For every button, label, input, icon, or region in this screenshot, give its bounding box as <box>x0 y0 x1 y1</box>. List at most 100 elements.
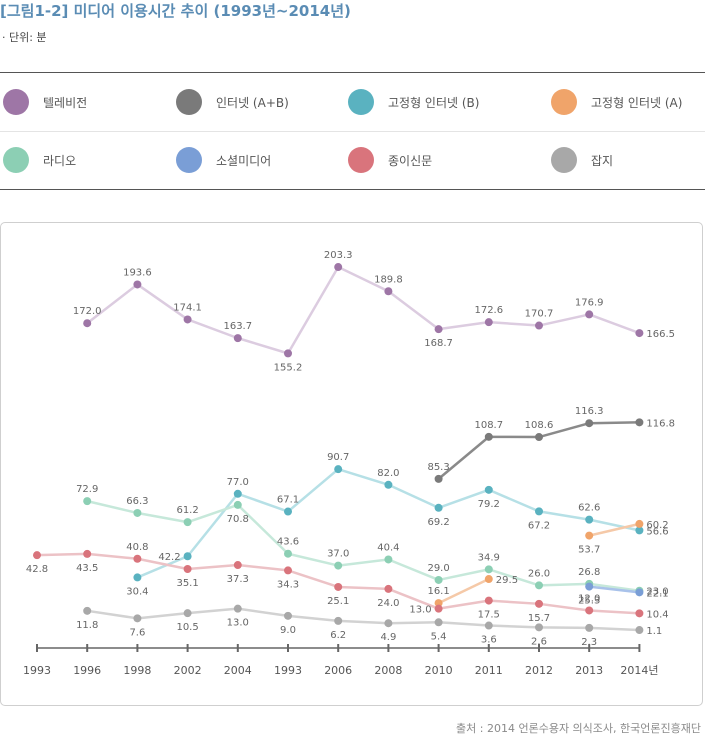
data-label: 4.9 <box>380 632 396 643</box>
data-point <box>635 588 644 597</box>
legend-item-tv: 텔레비전 <box>3 89 87 115</box>
legend-swatch-fixed-internet-b <box>348 89 374 115</box>
data-point <box>535 433 543 442</box>
x-tick-label: 2013 <box>575 664 603 677</box>
data-point <box>284 507 292 516</box>
data-label: 34.3 <box>277 579 299 590</box>
data-point <box>33 551 41 560</box>
legend-item-social-media: 소셜미디어 <box>176 147 271 173</box>
data-point <box>334 582 343 591</box>
data-point <box>183 552 192 561</box>
legend-label-social-media: 소셜미디어 <box>216 153 272 168</box>
data-label: 15.7 <box>528 613 550 624</box>
data-label: 174.1 <box>173 302 202 313</box>
data-label: 35.1 <box>176 578 198 589</box>
data-point <box>434 604 443 613</box>
legend-swatch-fixed-internet-a <box>551 89 577 115</box>
data-point <box>384 287 393 296</box>
data-point <box>434 618 443 627</box>
data-point <box>83 497 92 506</box>
x-tick-label: 2010 <box>425 664 453 677</box>
data-label: 108.6 <box>525 420 554 431</box>
data-label: 42.8 <box>26 564 48 575</box>
series-line <box>588 522 640 537</box>
data-point <box>233 500 242 509</box>
data-point <box>484 575 493 584</box>
data-label: 40.4 <box>377 542 399 553</box>
data-label: 72.9 <box>76 484 98 495</box>
legend-item-internet-total: 인터넷 (A+B) <box>176 89 289 115</box>
data-label: 6.2 <box>330 630 346 641</box>
data-label: 168.7 <box>424 338 453 349</box>
data-label: 11.8 <box>76 620 98 631</box>
chart-title: [그림1-2] 미디어 이용시간 추이 (1993년~2014년) <box>0 2 351 20</box>
data-label: 22.1 <box>646 588 668 599</box>
data-point <box>635 519 644 528</box>
data-label: 24.0 <box>377 598 399 609</box>
data-point <box>133 573 142 582</box>
x-tick-label: 2008 <box>374 664 402 677</box>
data-point <box>535 507 543 516</box>
data-point <box>334 616 343 625</box>
legend-label-tv: 텔레비전 <box>43 95 88 110</box>
data-label: 42.2 <box>158 552 180 563</box>
legend: 텔레비전 인터넷 (A+B) 고정형 인터넷 (B) 고정형 인터넷 (A) 라… <box>0 72 705 190</box>
data-point <box>83 549 92 558</box>
data-point <box>233 489 242 498</box>
data-point <box>434 599 443 608</box>
data-label: 176.9 <box>575 297 604 308</box>
data-label: 1.1 <box>646 626 662 637</box>
data-label: 29.5 <box>496 575 518 586</box>
legend-label-radio: 라디오 <box>43 153 77 168</box>
data-point <box>334 561 343 570</box>
data-point <box>334 263 343 272</box>
data-point <box>484 318 493 327</box>
data-point <box>183 564 192 573</box>
data-label: 25.1 <box>327 596 349 607</box>
data-label: 37.0 <box>327 549 349 560</box>
x-tick-label: 1993 <box>274 664 302 677</box>
data-point <box>434 325 443 334</box>
data-label: 29.0 <box>427 563 449 574</box>
data-point <box>585 310 594 319</box>
data-label: 163.7 <box>223 321 252 332</box>
x-tick-label: 2012 <box>525 664 553 677</box>
x-tick-label: 2011 <box>475 664 503 677</box>
data-label: 189.8 <box>374 274 403 285</box>
data-label: 25.3 <box>578 596 600 607</box>
data-point <box>585 531 594 540</box>
data-point <box>535 321 543 330</box>
data-label: 170.7 <box>525 309 554 320</box>
data-label: 40.8 <box>126 542 148 553</box>
data-point <box>535 599 543 608</box>
series-line <box>87 607 640 632</box>
legend-item-newspaper: 종이신문 <box>348 147 432 173</box>
legend-swatch-radio <box>3 147 29 173</box>
data-label: 69.2 <box>427 517 449 528</box>
x-tick-label: 1998 <box>123 664 151 677</box>
data-label: 12.0 <box>578 593 600 604</box>
data-point <box>183 609 192 618</box>
data-label: 116.8 <box>646 418 675 429</box>
data-label: 85.3 <box>427 462 449 473</box>
data-label: 60.2 <box>646 520 668 531</box>
data-point <box>284 549 292 558</box>
data-point <box>133 280 142 289</box>
data-label: 43.5 <box>76 563 98 574</box>
series-line <box>86 499 640 592</box>
data-point <box>434 503 443 512</box>
data-point <box>284 611 292 620</box>
series-line <box>86 265 640 355</box>
data-label: 70.8 <box>227 514 249 525</box>
data-label: 155.2 <box>274 362 303 373</box>
data-point <box>535 581 543 590</box>
data-point <box>233 561 242 570</box>
data-label: 34.9 <box>478 552 500 563</box>
data-label: 43.6 <box>277 537 299 548</box>
legend-item-fixed-internet-a: 고정형 인터넷 (A) <box>551 89 682 115</box>
data-label: 17.5 <box>478 610 500 621</box>
x-tick-label: 1996 <box>73 664 101 677</box>
data-point <box>233 334 242 343</box>
data-point <box>83 319 92 328</box>
data-label: 90.7 <box>327 452 349 463</box>
